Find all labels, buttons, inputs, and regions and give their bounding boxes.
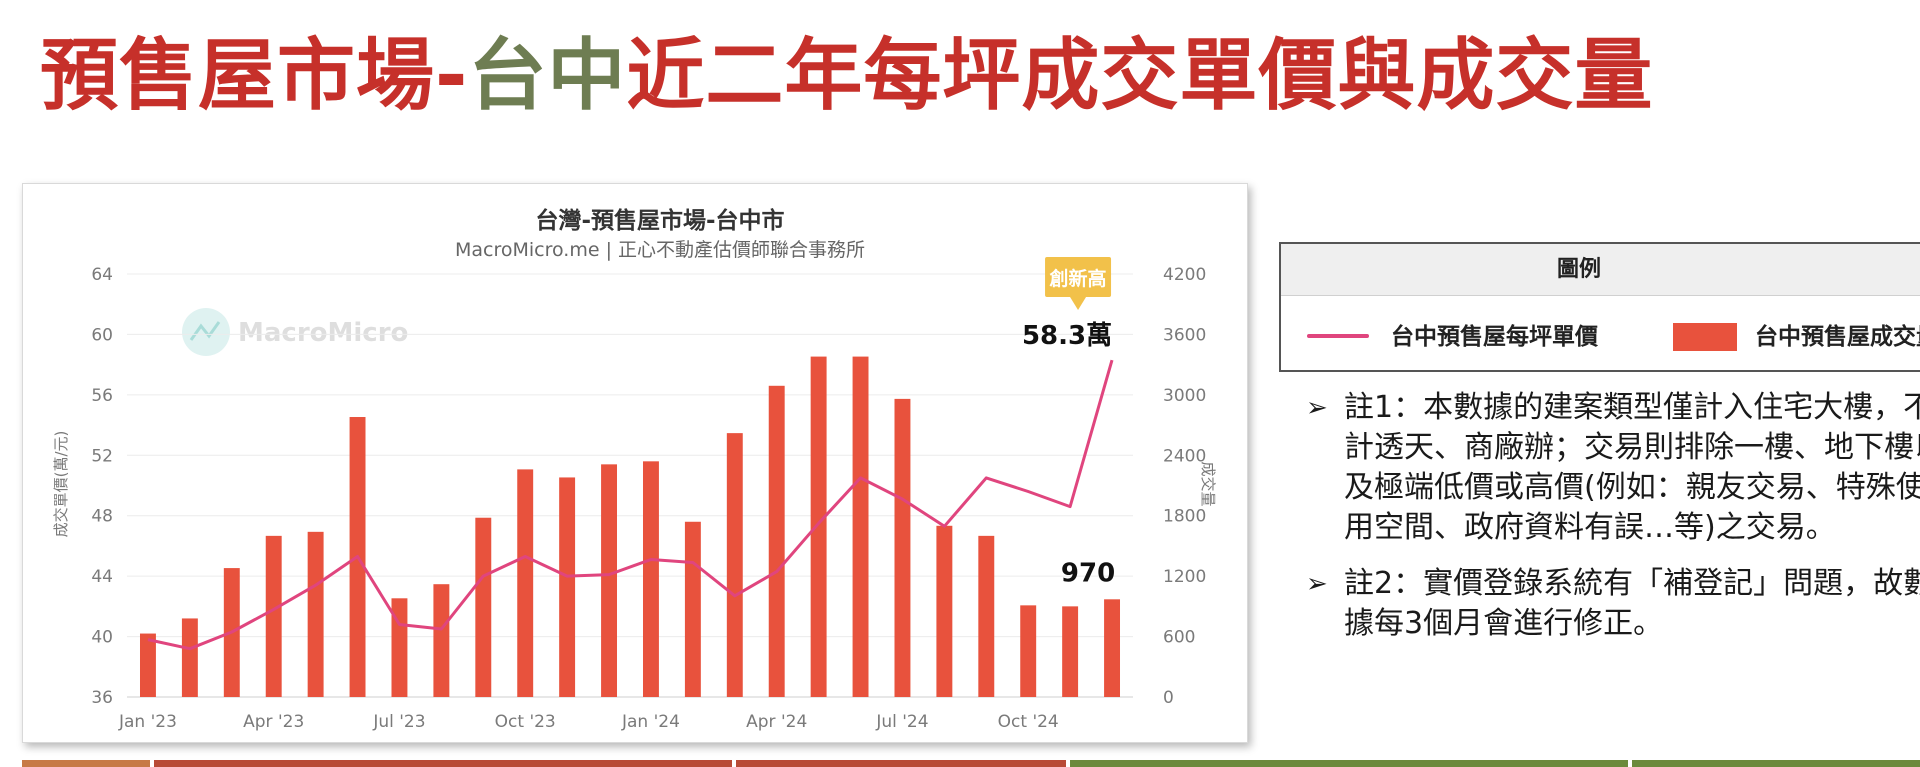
legend-bar-label: 台中預售屋成交量 (1755, 324, 1920, 350)
strip-segment (154, 760, 732, 767)
volume-bar (1020, 605, 1037, 697)
volume-bar (475, 517, 492, 697)
note-item: ➢ 註1：本數據的建案類型僅計入住宅大樓，不計透天、商廠辦；交易則排除一樓、地下… (1306, 388, 1920, 548)
y-left-tick-label: 44 (91, 567, 113, 587)
volume-bar (265, 535, 282, 697)
legend-bar-swatch (1673, 323, 1737, 351)
price-callout-label: 58.3萬 (1022, 321, 1112, 351)
volume-bar (559, 477, 576, 697)
y-left-tick-label: 48 (91, 507, 113, 527)
legend-row: 台中預售屋每坪單價 台中預售屋成交量 (1307, 320, 1920, 354)
x-tick-label: Jul '24 (875, 712, 928, 732)
x-tick-label: Jul '23 (372, 712, 425, 732)
legend-line-swatch (1307, 334, 1369, 338)
y-left-tick-label: 60 (91, 325, 113, 345)
watermark-logo-mark (189, 321, 221, 341)
x-tick-label: Jan '24 (621, 712, 680, 732)
legend-title: 圖例 (1281, 244, 1920, 296)
y-right-tick-label: 600 (1163, 628, 1195, 648)
volume-bar (852, 356, 869, 697)
chart-title: 台灣-預售屋市場-台中市 (535, 207, 784, 234)
y-right-tick-label: 0 (1163, 688, 1174, 708)
y-left-axis-title: 成交單價(萬/元) (52, 431, 70, 538)
y-left-tick-label: 36 (91, 688, 113, 708)
y-left-tick-label: 40 (91, 628, 113, 648)
volume-bar (601, 464, 618, 697)
arrow-bullet-icon: ➢ (1306, 393, 1328, 423)
volume-bar (978, 535, 995, 697)
y-left-tick-label: 52 (91, 446, 113, 466)
y-right-tick-label: 3000 (1163, 386, 1206, 406)
volume-bar (433, 584, 450, 697)
note-text: 註2：實價登錄系統有「補登記」問題，故數據每3個月會進行修正。 (1344, 566, 1920, 641)
volume-bar (936, 525, 953, 697)
strip-segment (22, 760, 150, 767)
combo-chart: 台灣-預售屋市場-台中市 MacroMicro.me | 正心不動產估價師聯合事務… (52, 207, 1217, 732)
legend-box: 圖例 台中預售屋每坪單價 台中預售屋成交量 (1279, 242, 1920, 372)
badge-pointer-icon (1070, 297, 1087, 310)
footer-color-strip (22, 760, 1920, 767)
chart-subtitle: MacroMicro.me | 正心不動產估價師聯合事務所 (455, 239, 865, 261)
new-high-badge (1045, 257, 1112, 297)
price-line (147, 359, 1114, 651)
strip-segment (1632, 760, 1920, 767)
volume-bar (642, 461, 659, 697)
y-left-tick-label: 56 (91, 386, 113, 406)
watermark-text: MacroMicro (238, 318, 408, 348)
note-text: 註1：本數據的建案類型僅計入住宅大樓，不計透天、商廠辦；交易則排除一樓、地下樓以… (1344, 390, 1920, 545)
x-tick-label: Jan '23 (118, 712, 177, 732)
volume-bar (139, 633, 156, 697)
y-right-tick-label: 1200 (1163, 567, 1206, 587)
x-tick-label: Oct '23 (495, 712, 556, 732)
notes-list: ➢ 註1：本數據的建案類型僅計入住宅大樓，不計透天、商廠辦；交易則排除一樓、地下… (1306, 388, 1920, 660)
note-item: ➢ 註2：實價登錄系統有「補登記」問題，故數據每3個月會進行修正。 (1306, 564, 1920, 644)
arrow-bullet-icon: ➢ (1306, 569, 1328, 599)
volume-bar (726, 433, 743, 697)
badge-text: 創新高 (1050, 267, 1107, 290)
x-tick-label: Apr '23 (243, 712, 304, 732)
chart-card: 台灣-預售屋市場-台中市 MacroMicro.me | 正心不動產估價師聯合事務… (22, 183, 1248, 743)
volume-bar (894, 398, 911, 697)
volume-bar (517, 469, 534, 697)
y-right-tick-label: 1800 (1163, 507, 1206, 527)
title-part-market: 預售屋市場- (40, 31, 469, 121)
y-right-tick-label: 2400 (1163, 446, 1206, 466)
volume-bar (810, 356, 827, 697)
volume-bar (1062, 606, 1079, 697)
volume-callout-label: 970 (1061, 558, 1115, 588)
y-right-tick-label: 3600 (1163, 325, 1206, 345)
y-left-tick-label: 64 (91, 265, 113, 285)
title-part-subject: 近二年每坪成交單價與成交量 (626, 31, 1654, 121)
volume-bar (307, 531, 324, 697)
y-right-tick-label: 4200 (1163, 265, 1206, 285)
y-right-axis-title: 成交量 (1199, 461, 1217, 506)
volume-bar (768, 385, 785, 697)
strip-segment (1070, 760, 1628, 767)
strip-segment (736, 760, 1066, 767)
x-tick-label: Apr '24 (746, 712, 807, 732)
x-tick-label: Oct '24 (998, 712, 1059, 732)
volume-bar (684, 521, 701, 697)
legend-line-label: 台中預售屋每坪單價 (1391, 324, 1598, 350)
slide-title: 預售屋市場-台中近二年每坪成交單價與成交量 (40, 28, 1653, 124)
title-part-city: 台中 (468, 31, 627, 121)
volume-bar (391, 598, 408, 697)
volume-bar (181, 618, 198, 697)
volume-bar (1104, 599, 1121, 697)
